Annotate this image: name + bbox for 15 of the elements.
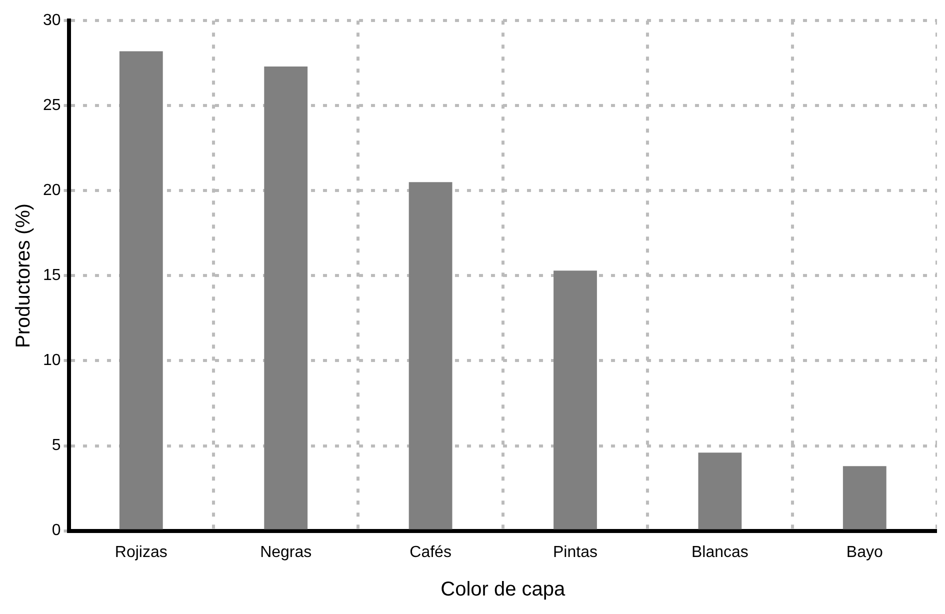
x-tick-label: Pintas [553, 544, 598, 561]
y-axis-title: Productores (%) [12, 203, 35, 348]
y-tick-label: 10 [43, 352, 61, 370]
y-tick-label: 0 [52, 522, 61, 540]
y-tick-label: 25 [43, 97, 61, 114]
y-tick-label: 20 [43, 182, 61, 200]
y-tick-label: 30 [43, 12, 61, 30]
x-tick-label: Cafés [410, 544, 452, 561]
y-tick-label: 5 [52, 437, 61, 454]
y-tick-label: 15 [43, 267, 61, 284]
x-tick-label: Rojizas [114, 544, 168, 561]
x-axis-title: Color de capa [440, 578, 566, 601]
x-tick-label: Bayo [846, 544, 883, 561]
x-tick-label: Blancas [691, 544, 748, 561]
x-tick-label: Negras [260, 544, 312, 561]
